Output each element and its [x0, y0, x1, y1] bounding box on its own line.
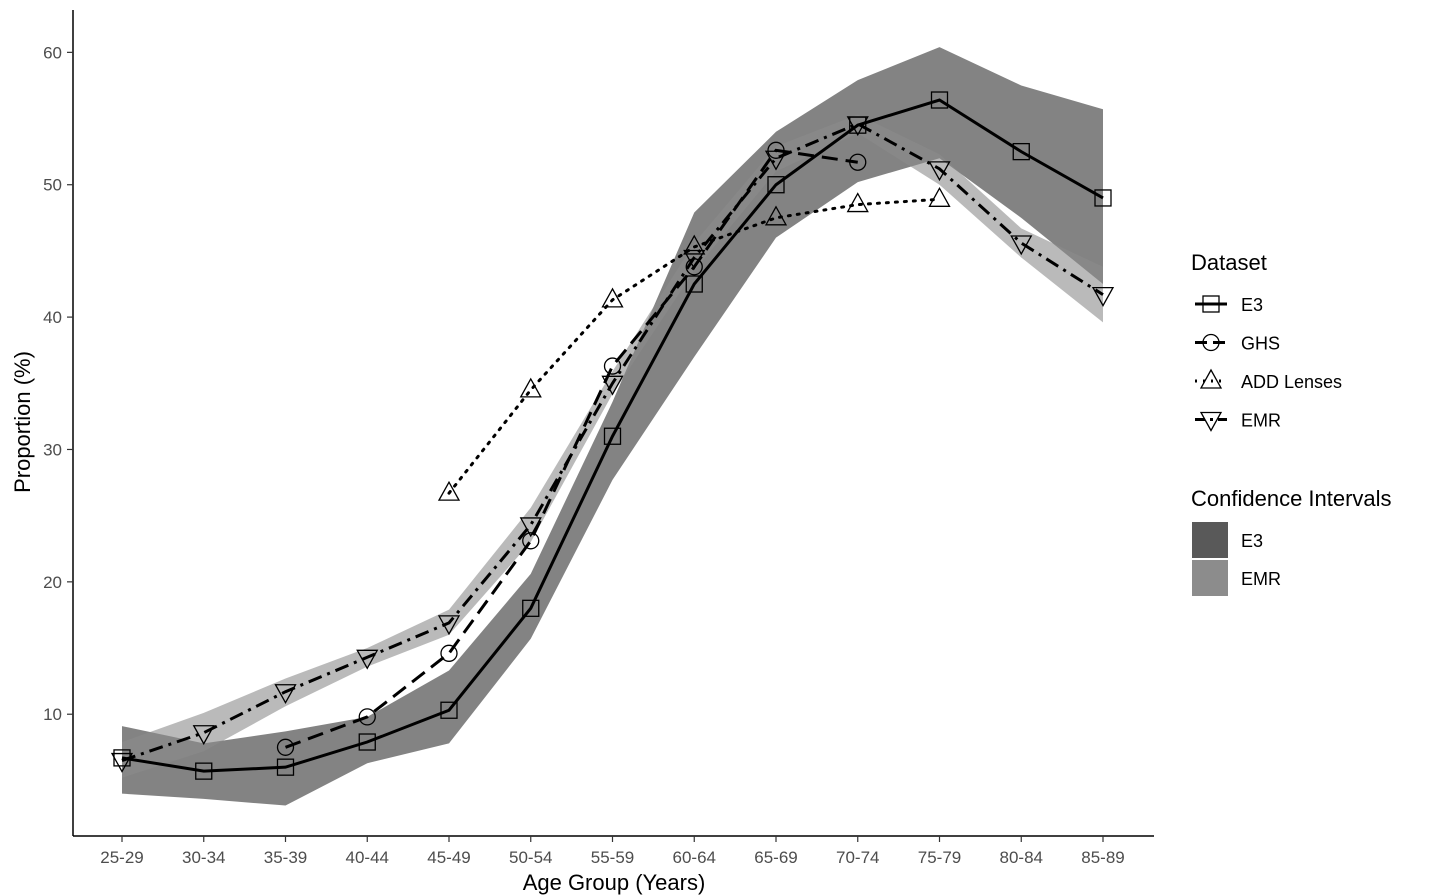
x-tick-label-60-64: 60-64: [673, 848, 716, 867]
x-tick-label-35-39: 35-39: [264, 848, 307, 867]
series-line-add-lenses: [447, 197, 941, 495]
y-axis-title: Proportion (%): [10, 351, 35, 493]
legend-item-e3: E3: [1195, 295, 1263, 315]
marker-emr-25-29: [110, 752, 134, 773]
marker-e3-60-64: [685, 275, 703, 293]
series-line-emr: [121, 122, 1104, 762]
y-tick-label-50: 50: [43, 176, 62, 195]
legend-key-marker-e3: [1202, 295, 1220, 313]
y-tick-label-30: 30: [43, 440, 62, 459]
marker-add-lenses-65-69: [764, 205, 788, 226]
marker-ghs-55-59: [603, 357, 622, 375]
marker-ghs-70-74: [849, 153, 867, 171]
legend-key-marker-ghs: [1202, 333, 1220, 352]
marker-emr-40-44: [356, 649, 379, 670]
marker-emr-85-89: [1091, 286, 1115, 307]
x-tick-label-50-54: 50-54: [509, 848, 552, 867]
legend-ci-item-e3: E3: [1192, 522, 1263, 558]
x-tick-label-25-29: 25-29: [100, 848, 143, 867]
x-tick-label-80-84: 80-84: [1000, 848, 1043, 867]
marker-emr-80-84: [1010, 235, 1033, 256]
legend-label-emr: EMR: [1241, 411, 1281, 431]
legend-ci-item-emr: EMR: [1192, 560, 1281, 596]
marker-add-lenses-45-49: [437, 480, 461, 501]
x-tick-label-85-89: 85-89: [1081, 848, 1124, 867]
y-tick-label-60: 60: [43, 43, 62, 62]
legend-ci-label-emr: EMR: [1241, 569, 1281, 589]
y-tick-label-40: 40: [43, 308, 62, 327]
legend-title-dataset: Dataset: [1191, 250, 1267, 275]
marker-e3-30-34: [195, 762, 213, 780]
marker-e3-75-79: [930, 91, 949, 109]
marker-emr-75-79: [928, 161, 951, 182]
legend-label-e3: E3: [1241, 295, 1263, 315]
legend-label-ghs: GHS: [1241, 334, 1280, 354]
marker-e3-85-89: [1094, 189, 1112, 207]
x-tick-label-30-34: 30-34: [182, 848, 225, 867]
marker-e3-40-44: [358, 733, 376, 751]
marker-e3-65-69: [767, 176, 785, 194]
marker-e3-55-59: [603, 427, 622, 445]
marker-add-lenses-55-59: [601, 287, 624, 308]
y-tick-label-20: 20: [43, 573, 62, 592]
marker-emr-65-69: [764, 150, 788, 171]
legend-ci-label-e3: E3: [1241, 531, 1263, 551]
y-tick-label-10: 10: [43, 705, 62, 724]
legend-ci-swatch-emr: [1192, 560, 1228, 596]
marker-emr-55-59: [601, 375, 624, 396]
marker-add-lenses-50-54: [519, 377, 542, 398]
legend-ci-swatch-e3: [1192, 522, 1228, 558]
marker-emr-35-39: [274, 684, 297, 705]
confidence-ribbons: [122, 47, 1103, 806]
marker-e3-80-84: [1012, 142, 1030, 161]
marker-add-lenses-60-64: [683, 234, 706, 255]
marker-e3-35-39: [276, 758, 295, 776]
ci-ribbon-e3: [122, 47, 1103, 806]
legend-item-emr: EMR: [1195, 411, 1281, 432]
marker-ghs-35-39: [276, 738, 295, 756]
x-axis-title: Age Group (Years): [523, 870, 706, 895]
x-tick-label-70-74: 70-74: [836, 848, 879, 867]
axes: 25-29 30-34 35-39 40-44 45-49 50-54 55-59 60-64…: [43, 10, 1154, 867]
legend: Dataset E3 GHS ADD Lenses EMR Confidence In…: [1191, 250, 1392, 596]
marker-ghs-45-49: [440, 644, 458, 662]
marker-emr-50-54: [519, 517, 542, 538]
marker-add-lenses-75-79: [928, 186, 951, 207]
x-tick-label-55-59: 55-59: [591, 848, 634, 867]
series-lines: [121, 98, 1104, 773]
legend-label-add-lenses: ADD Lenses: [1241, 372, 1342, 392]
marker-emr-70-74: [846, 116, 869, 137]
marker-e3-45-49: [440, 701, 458, 719]
x-tick-label-40-44: 40-44: [346, 848, 389, 867]
legend-key-marker-emr: [1199, 411, 1223, 432]
legend-key-marker-add-lenses: [1199, 368, 1223, 389]
marker-add-lenses-70-74: [846, 192, 869, 213]
series-line-ghs: [284, 148, 858, 749]
legend-item-add-lenses: ADD Lenses: [1195, 368, 1342, 392]
legend-item-ghs: GHS: [1195, 334, 1280, 354]
marker-emr-30-34: [192, 725, 215, 746]
marker-e3-50-54: [522, 599, 540, 617]
legend-title-confidence-intervals: Confidence Intervals: [1191, 486, 1392, 511]
marker-ghs-40-44: [358, 708, 376, 726]
marker-ghs-50-54: [522, 532, 540, 550]
marker-ghs-60-64: [685, 258, 703, 276]
ci-ribbon-emr: [122, 114, 1103, 778]
x-tick-label-45-49: 45-49: [427, 848, 470, 867]
series-markers: [110, 91, 1115, 780]
marker-ghs-65-69: [767, 141, 785, 159]
series-line-e3: [121, 98, 1104, 773]
x-tick-label-65-69: 65-69: [754, 848, 797, 867]
x-tick-label-75-79: 75-79: [918, 848, 961, 867]
marker-emr-60-64: [683, 249, 706, 270]
marker-emr-45-49: [437, 615, 461, 636]
